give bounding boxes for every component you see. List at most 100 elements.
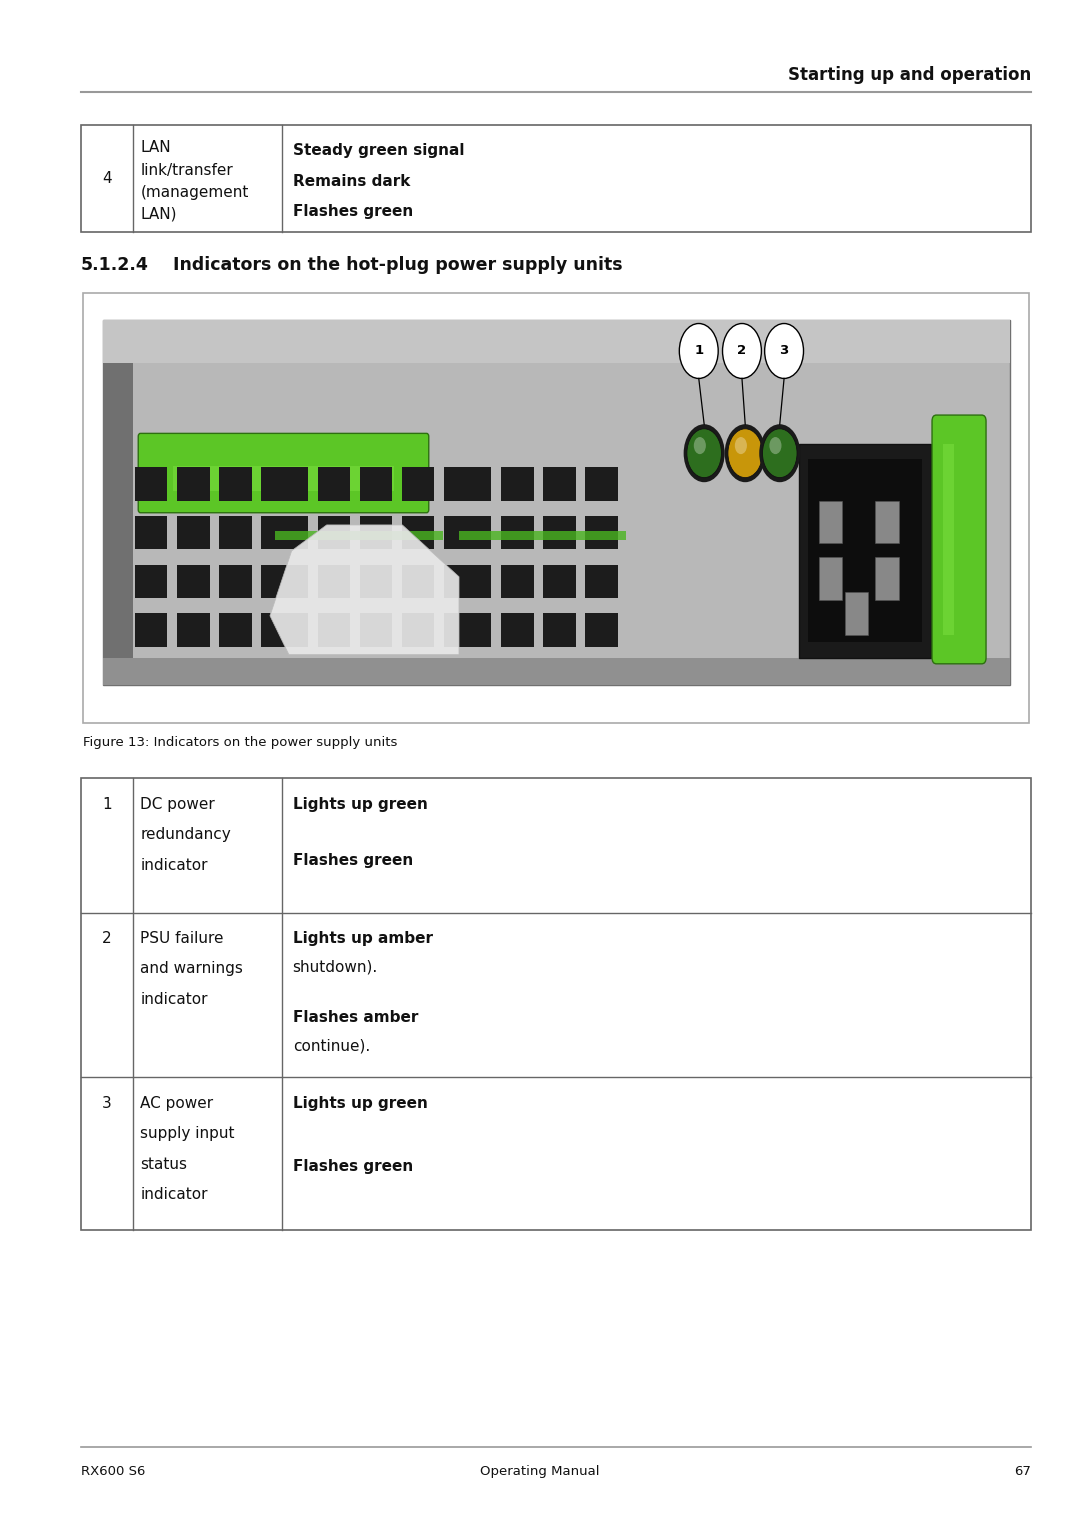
Bar (875, 557, 899, 600)
Bar (543, 565, 576, 598)
Bar (402, 467, 434, 501)
Bar (275, 467, 308, 501)
Bar (444, 613, 476, 647)
Text: 2: 2 (738, 345, 746, 357)
Bar (799, 444, 931, 658)
Bar (318, 467, 350, 501)
Bar (819, 557, 842, 600)
Bar (943, 444, 954, 635)
Circle shape (762, 429, 797, 478)
Bar (360, 467, 392, 501)
Text: Steady green signal: Steady green signal (293, 143, 464, 159)
Bar (318, 613, 350, 647)
Text: 3: 3 (780, 345, 788, 357)
Bar (875, 501, 899, 543)
Bar (934, 436, 950, 528)
Bar (135, 613, 167, 647)
Text: and warnings: and warnings (140, 961, 243, 977)
Circle shape (723, 324, 761, 378)
Bar (543, 467, 576, 501)
Text: LAN): LAN) (140, 208, 177, 221)
Bar (219, 613, 252, 647)
Bar (501, 467, 534, 501)
Text: 3: 3 (102, 1096, 112, 1111)
Text: 2: 2 (103, 931, 111, 946)
Bar (501, 613, 534, 647)
Bar (501, 516, 534, 549)
Circle shape (679, 324, 718, 378)
Bar (819, 501, 842, 543)
Bar (543, 516, 576, 549)
Text: Lights up green: Lights up green (293, 1096, 428, 1111)
Text: 67: 67 (1014, 1465, 1031, 1479)
Text: 1: 1 (103, 797, 111, 812)
Text: Remains dark: Remains dark (293, 174, 410, 189)
Bar (360, 565, 392, 598)
Bar (261, 467, 294, 501)
FancyBboxPatch shape (932, 415, 986, 664)
Bar (140, 470, 427, 510)
Bar (845, 592, 868, 635)
Bar (135, 467, 167, 501)
Bar (219, 516, 252, 549)
Bar (103, 320, 1010, 685)
Bar (459, 531, 626, 540)
Bar (318, 565, 350, 598)
Bar (135, 565, 167, 598)
Bar (501, 565, 534, 598)
Text: DC power: DC power (140, 797, 215, 812)
Bar (103, 320, 1010, 363)
Bar (444, 516, 476, 549)
Bar (173, 465, 394, 491)
Circle shape (725, 424, 766, 482)
Bar (177, 613, 210, 647)
Text: Indicators on the hot-plug power supply units: Indicators on the hot-plug power supply … (173, 256, 622, 275)
Text: link/transfer: link/transfer (140, 163, 233, 177)
Text: Lights up green: Lights up green (293, 797, 428, 812)
Circle shape (769, 436, 782, 455)
Text: Flashes amber: Flashes amber (293, 1010, 418, 1025)
Bar (275, 531, 443, 540)
Text: indicator: indicator (140, 1187, 207, 1202)
Bar (402, 516, 434, 549)
Bar (103, 658, 1010, 685)
Text: Flashes green: Flashes green (293, 204, 413, 220)
Bar (83, 293, 1029, 723)
Bar (360, 613, 392, 647)
Text: RX600 S6: RX600 S6 (81, 1465, 146, 1479)
Text: 4: 4 (103, 171, 111, 186)
Bar (177, 516, 210, 549)
Bar (177, 565, 210, 598)
Text: shutdown).: shutdown). (293, 960, 378, 975)
Bar (177, 467, 210, 501)
Bar (402, 565, 434, 598)
Text: indicator: indicator (140, 992, 207, 1007)
Bar (261, 565, 294, 598)
Text: Figure 13: Indicators on the power supply units: Figure 13: Indicators on the power suppl… (83, 736, 397, 749)
Circle shape (684, 424, 725, 482)
Circle shape (734, 436, 747, 455)
Bar (585, 565, 618, 598)
Bar (360, 516, 392, 549)
Bar (585, 613, 618, 647)
Bar (135, 516, 167, 549)
Text: Flashes green: Flashes green (293, 853, 413, 867)
Bar (81, 778, 1031, 1230)
Text: 5.1.2.4: 5.1.2.4 (81, 256, 149, 275)
Bar (459, 613, 491, 647)
Bar (585, 516, 618, 549)
Circle shape (687, 429, 721, 478)
Circle shape (728, 429, 762, 478)
Bar (219, 467, 252, 501)
Bar (402, 613, 434, 647)
Text: status: status (140, 1157, 188, 1172)
Text: indicator: indicator (140, 858, 207, 873)
Bar (444, 467, 476, 501)
Text: Starting up and operation: Starting up and operation (788, 66, 1031, 84)
Bar (275, 565, 308, 598)
Bar (459, 467, 491, 501)
Bar (261, 613, 294, 647)
Bar (543, 613, 576, 647)
Text: supply input: supply input (140, 1126, 235, 1141)
Bar (103, 320, 133, 685)
